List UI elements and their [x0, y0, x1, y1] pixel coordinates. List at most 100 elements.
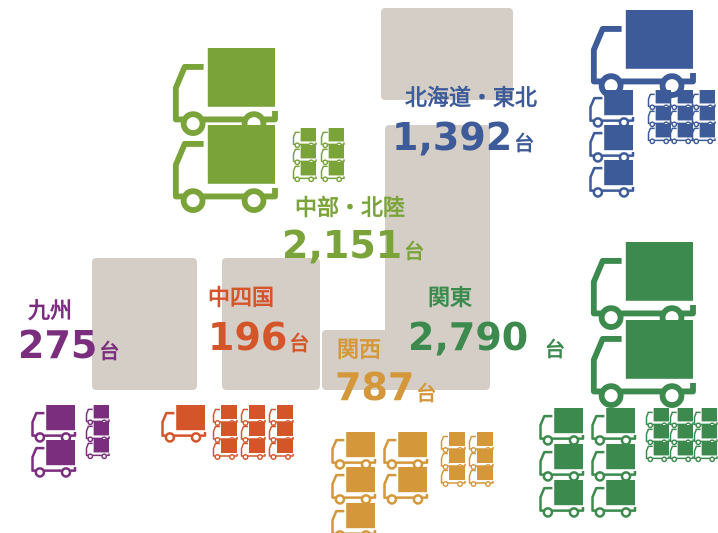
truck-wheel [594, 471, 606, 482]
truck-cargo [554, 444, 583, 470]
truck-cargo [221, 422, 237, 436]
truck-icon [292, 128, 317, 149]
truck-icon [669, 442, 694, 463]
truck-cab [161, 411, 207, 437]
truck-cab [590, 257, 696, 317]
truck-icon [590, 242, 696, 330]
truck-icon [647, 90, 672, 111]
truck-cargo [625, 242, 693, 301]
unit: 台 [416, 381, 436, 405]
truck-wheel [592, 152, 604, 163]
truck-wheel [180, 111, 206, 136]
truck-icon [85, 422, 110, 443]
truck-wheel [87, 453, 94, 460]
truck-wheel [322, 159, 329, 166]
truck-cab [331, 438, 377, 464]
truck-wheel [322, 176, 329, 183]
truck-icon [539, 480, 585, 518]
truck-icon [591, 480, 637, 518]
truck-icon [292, 162, 317, 183]
truck-cab [320, 131, 345, 146]
truck-wheel [649, 121, 656, 128]
truck-icon [31, 440, 77, 478]
truck-wheel [594, 507, 606, 518]
truck-wheel [257, 454, 263, 460]
truck-cargo [625, 10, 693, 69]
truck-cargo [554, 408, 583, 434]
truck-cab [539, 414, 585, 440]
truck-wheel [568, 471, 580, 482]
truck-cargo [449, 466, 465, 480]
map [92, 8, 513, 390]
truck-icon [172, 48, 278, 136]
unit: 台 [545, 337, 565, 361]
truck-icon [589, 125, 635, 163]
truck-cargo [249, 439, 265, 453]
truck-cargo [277, 405, 293, 419]
truck-cargo [554, 480, 583, 506]
truck-wheel [671, 439, 678, 446]
truck-wheel [649, 138, 656, 145]
truck-cargo [449, 432, 465, 446]
truck-cargo [300, 145, 316, 159]
truck-cab [172, 140, 278, 200]
truck-icon [468, 449, 494, 470]
truck-cargo [606, 444, 635, 470]
truck-wheel [661, 456, 668, 463]
region-name: 中部・北陸 [295, 195, 405, 221]
truck-cargo [328, 145, 344, 159]
truck-wheel [671, 422, 678, 429]
truck-cargo [677, 408, 693, 422]
truck-wheel [386, 494, 398, 505]
truck-cargo [300, 162, 316, 176]
truck-cargo [677, 442, 693, 456]
truck-cab [320, 148, 345, 163]
truck-cargo [701, 442, 717, 456]
truck-cab [268, 408, 294, 423]
truck-cargo [699, 90, 715, 104]
truck-icon [691, 124, 716, 145]
truck-wheel [695, 439, 702, 446]
truck-wheel [542, 507, 554, 518]
truck-cargo [328, 128, 344, 142]
truck-cargo [449, 449, 465, 463]
truck-cargo [93, 439, 109, 453]
truck-wheel [598, 305, 624, 330]
truck-cargo [249, 422, 265, 436]
truck-cab [268, 425, 294, 440]
truck-icon [691, 90, 716, 111]
truck-icon [320, 128, 345, 149]
truck-cab [383, 438, 429, 464]
truck-wheel [270, 454, 277, 460]
truck-icon [383, 432, 429, 470]
truck-cab [212, 442, 238, 457]
truck-icon [212, 439, 238, 460]
truck-wheel [693, 138, 700, 145]
truck-icon [693, 425, 718, 446]
truck-wheel [707, 138, 714, 145]
truck-icon [645, 408, 670, 429]
region-count: 275 [18, 323, 97, 367]
truck-cab [591, 486, 637, 512]
truck-cab [468, 469, 494, 484]
truck-cab [85, 442, 110, 457]
region-count: 1,392 [392, 115, 512, 159]
truck-cab [669, 445, 694, 460]
truck-cargo [655, 90, 671, 104]
truck-cargo [677, 90, 693, 104]
truck-wheel [671, 456, 678, 463]
truck-icon [589, 90, 635, 128]
truck-wheel [620, 471, 632, 482]
truck-cargo [46, 440, 75, 466]
truck-wheel [620, 507, 632, 518]
truck-cargo [207, 125, 275, 184]
truck-cab [539, 486, 585, 512]
unit: 台 [404, 239, 424, 263]
truck-wheel [270, 420, 277, 426]
truck-icon [240, 439, 266, 460]
truck-wheel [542, 471, 554, 482]
truck-icon [161, 405, 207, 443]
truck-wheel [594, 435, 606, 446]
truck-wheel [470, 447, 477, 453]
truck-wheel [685, 456, 692, 463]
